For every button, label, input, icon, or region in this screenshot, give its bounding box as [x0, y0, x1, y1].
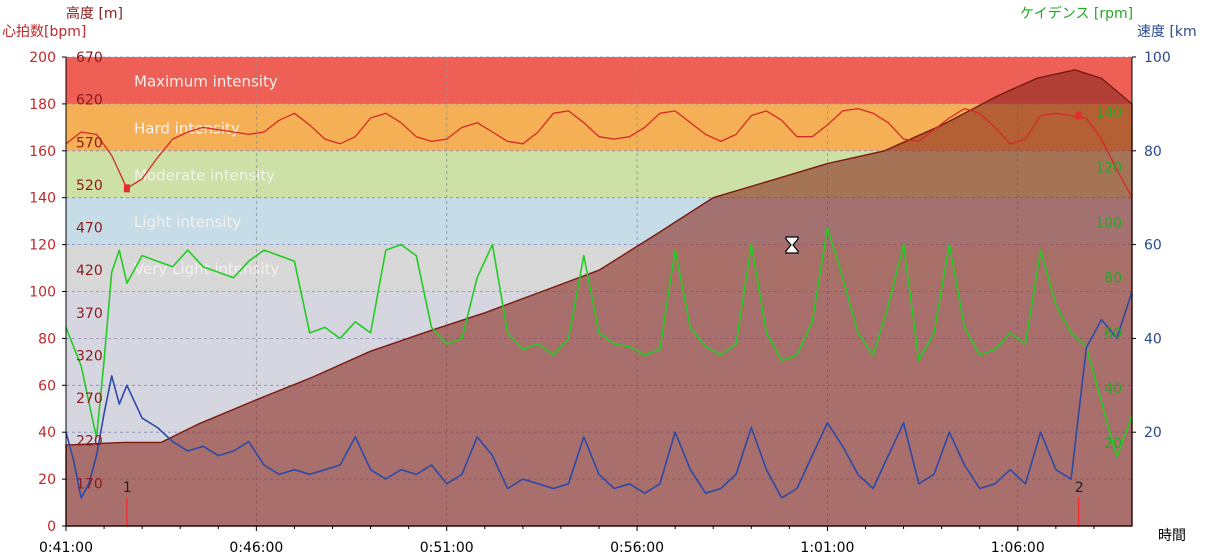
cadence-tick-label: 60 [1104, 326, 1122, 342]
altitude-axis-title: 高度 [m] [66, 5, 123, 22]
hr-tick-label: 180 [29, 97, 56, 113]
zone-label: Light intensity [134, 213, 241, 231]
speed-tick-label: 60 [1144, 238, 1162, 254]
zone-label: Moderate intensity [134, 166, 275, 184]
cadence-tick-label: 100 [1095, 216, 1122, 232]
zone-label: Very Light intensity [134, 260, 279, 278]
hr-tick-label: 60 [38, 378, 56, 394]
axes: 0204060801001201401601802001702202703203… [29, 50, 1170, 556]
cadence-series [65, 227, 1133, 458]
hr-min-marker [123, 184, 130, 193]
speed-series [65, 291, 1133, 499]
x-tick-label: 0:51:00 [420, 540, 474, 556]
hr-tick-label: 160 [29, 144, 56, 160]
zone-band [66, 57, 1132, 104]
x-tick-label: 1:06:00 [991, 540, 1045, 556]
x-tick-label: 0:56:00 [610, 540, 664, 556]
altitude-tick-label: 520 [76, 178, 103, 194]
altitude-tick-label: 270 [76, 391, 103, 407]
cadence-axis-title: ケイデンス [rpm] [1020, 5, 1133, 22]
zone-label: Maximum intensity [134, 72, 278, 90]
altitude-tick-label: 670 [76, 50, 103, 66]
altitude-area [65, 69, 1133, 527]
altitude-tick-label: 570 [76, 135, 103, 151]
hr-tick-label: 120 [29, 238, 56, 254]
hourglass-cursor-icon [785, 236, 799, 254]
altitude-tick-label: 170 [76, 476, 103, 492]
heart-rate-series [65, 107, 1133, 199]
altitude-tick-label: 320 [76, 348, 103, 364]
zone-label: Hard intensity [134, 119, 240, 137]
heart-rate-axis-title: 心拍数[bpm] [2, 24, 86, 40]
cadence-tick-label: 80 [1104, 271, 1122, 287]
speed-axis-title: 速度 [km [1137, 24, 1197, 40]
altitude-area-path [65, 69, 1133, 527]
cadence-line [65, 227, 1133, 458]
speed-tick-label: 100 [1144, 50, 1171, 66]
altitude-tick-label: 220 [76, 434, 103, 450]
altitude-tick-label: 620 [76, 93, 103, 109]
hr-tick-label: 0 [47, 519, 56, 535]
hr-tick-label: 140 [29, 191, 56, 207]
speed-tick-label: 40 [1144, 331, 1162, 347]
hr-tick-label: 40 [38, 425, 56, 441]
hr-max-marker [1075, 111, 1082, 120]
cadence-tick-label: 120 [1095, 160, 1122, 176]
x-tick-label: 0:46:00 [229, 540, 283, 556]
heart-rate-line [65, 107, 1133, 199]
hr-tick-label: 200 [29, 50, 56, 66]
hr-tick-label: 20 [38, 472, 56, 488]
cadence-tick-label: 140 [1095, 105, 1122, 121]
cadence-tick-label: 40 [1104, 381, 1122, 397]
speed-line [65, 291, 1133, 499]
x-tick-label: 0:41:00 [39, 540, 93, 556]
hr-tick-label: 100 [29, 285, 56, 301]
x-axis-title: 時間 [1158, 528, 1186, 544]
cadence-tick-label: 20 [1104, 436, 1122, 452]
lap-marker-label: 2 [1075, 480, 1084, 496]
speed-tick-label: 80 [1144, 144, 1162, 160]
speed-tick-label: 20 [1144, 425, 1162, 441]
hr-tick-label: 80 [38, 331, 56, 347]
x-tick-label: 1:01:00 [800, 540, 854, 556]
altitude-tick-label: 420 [76, 263, 103, 279]
lap-marker-label: 1 [123, 480, 132, 496]
altitude-tick-label: 470 [76, 221, 103, 237]
altitude-tick-label: 370 [76, 306, 103, 322]
